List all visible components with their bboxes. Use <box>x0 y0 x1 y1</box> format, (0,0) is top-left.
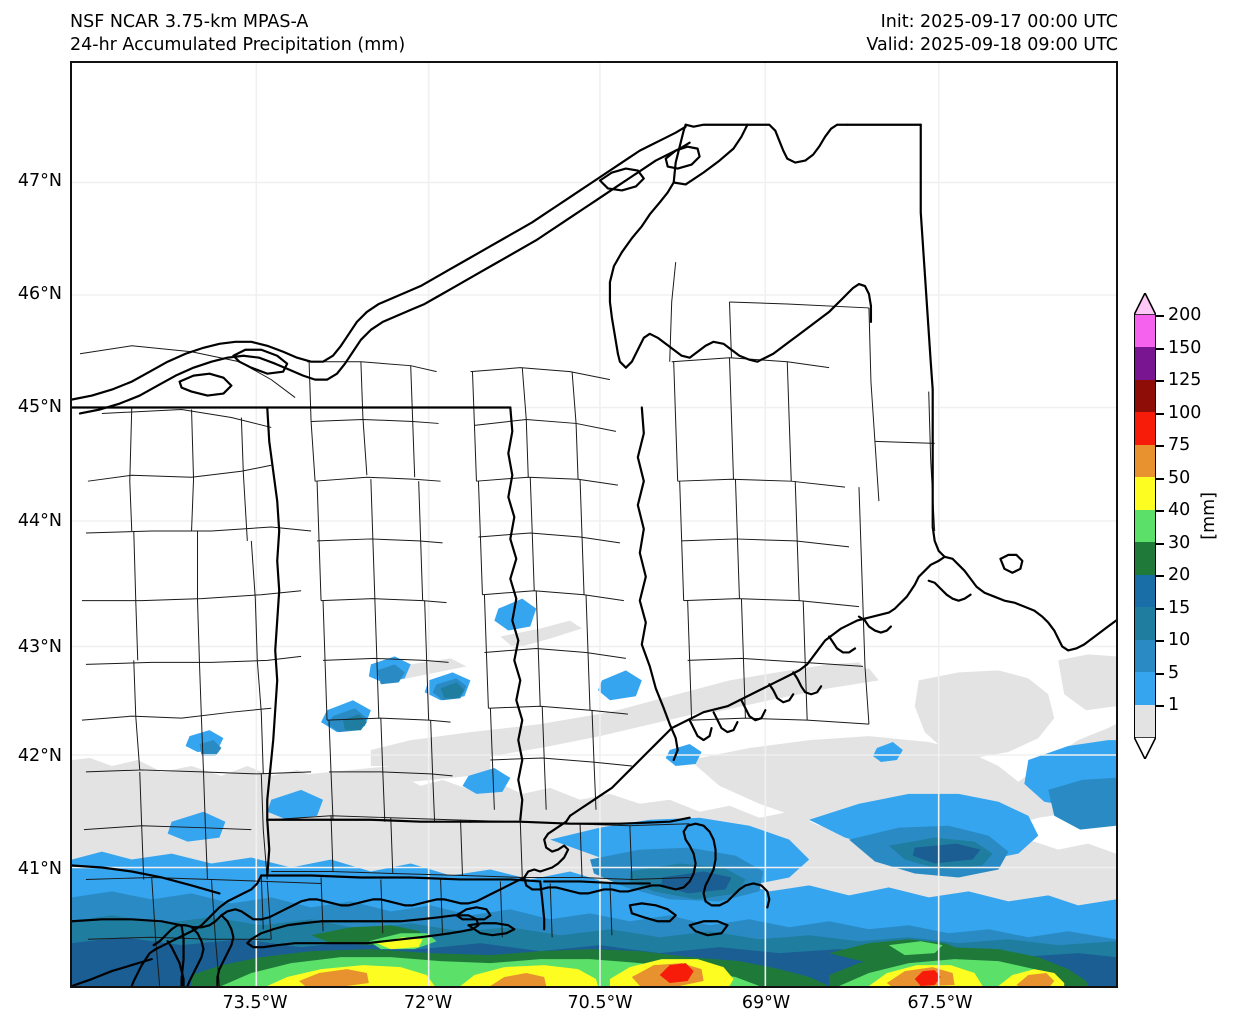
colorbar-band-30-40 <box>1135 509 1155 543</box>
xtick-73-5w: 73.5°W <box>222 993 288 1013</box>
colorbar-tick-10 <box>1156 640 1164 642</box>
colorbar-band-10-15 <box>1135 607 1155 640</box>
colorbar-under-arrow <box>1134 737 1156 759</box>
colorbar-band-50-75 <box>1135 444 1155 478</box>
colorbar-gradient <box>1134 315 1156 738</box>
precipitation-contour-field <box>72 598 1116 986</box>
xtick-72w: 72°W <box>403 993 453 1013</box>
colorbar-tick-20 <box>1156 575 1164 577</box>
ytick-41n: 41°N <box>17 859 62 879</box>
xtick-69w: 69°W <box>741 993 791 1013</box>
colorbar-band-5-10 <box>1135 639 1155 673</box>
colorbar-label-10: 10 <box>1168 630 1191 650</box>
colorbar-tick-100 <box>1156 412 1164 415</box>
colorbar-label-15: 15 <box>1168 597 1191 618</box>
colorbar-tick-30 <box>1156 542 1164 545</box>
colorbar-tick-150 <box>1156 347 1164 350</box>
colorbar-label-75: 75 <box>1168 435 1191 455</box>
colorbar-label-5: 5 <box>1168 662 1180 683</box>
colorbar-band-15-20 <box>1135 574 1155 608</box>
colorbar-tick-1 <box>1156 705 1164 707</box>
ytick-45n: 45°N <box>17 397 62 417</box>
colorbar-label-40: 40 <box>1168 500 1191 520</box>
colorbar-tick-200 <box>1156 315 1164 317</box>
ytick-42n: 42°N <box>17 746 62 766</box>
colorbar-label-150: 150 <box>1168 337 1202 358</box>
colorbar-tick-5 <box>1156 672 1164 675</box>
colorbar-band-1-5 <box>1135 672 1155 705</box>
model-title: NSF NCAR 3.75-km MPAS-A 24-hr Accumulate… <box>70 11 405 57</box>
colorbar[interactable]: 200 150 125 100 75 50 40 30 20 15 10 5 1 <box>1134 293 1201 759</box>
valid-time-block: Init: 2025-09-17 00:00 UTC Valid: 2025-0… <box>866 11 1118 57</box>
colorbar-label-1: 1 <box>1168 695 1180 715</box>
colorbar-tick-125 <box>1156 380 1164 382</box>
xtick-70-5w: 70.5°W <box>567 993 633 1013</box>
colorbar-label-50: 50 <box>1168 467 1191 488</box>
ytick-43n: 43°N <box>17 637 62 657</box>
colorbar-label-200: 200 <box>1168 305 1202 325</box>
ytick-46n: 46°N <box>17 284 62 304</box>
colorbar-tick-15 <box>1156 607 1164 610</box>
map-plot-area[interactable] <box>70 61 1118 988</box>
state-and-country-borders <box>72 123 1116 986</box>
colorbar-label-30: 30 <box>1168 532 1191 553</box>
map-canvas <box>72 63 1116 986</box>
colorbar-band-below-1 <box>1135 704 1155 738</box>
colorbar-label-20: 20 <box>1168 565 1191 585</box>
colorbar-band-125-150 <box>1135 347 1155 380</box>
colorbar-label-100: 100 <box>1168 402 1202 423</box>
lat-lon-gridlines <box>72 63 1116 986</box>
valid-time-label: Valid: 2025-09-18 09:00 UTC <box>866 35 1118 55</box>
colorbar-band-100-125 <box>1135 379 1155 413</box>
colorbar-tick-40 <box>1156 510 1164 512</box>
colorbar-over-arrow <box>1134 293 1156 315</box>
ytick-44n: 44°N <box>17 511 62 531</box>
init-time-label: Init: 2025-09-17 00:00 UTC <box>880 12 1118 32</box>
colorbar-label-125: 125 <box>1168 370 1202 390</box>
colorbar-tick-50 <box>1156 477 1164 480</box>
field-description-line: 24-hr Accumulated Precipitation (mm) <box>70 35 406 55</box>
ytick-47n: 47°N <box>17 171 62 191</box>
colorbar-band-150-200 <box>1135 315 1155 348</box>
colorbar-band-40-50 <box>1135 477 1155 510</box>
colorbar-band-20-30 <box>1135 542 1155 575</box>
colorbar-units-label: [mm] <box>1199 492 1219 540</box>
model-name-line: NSF NCAR 3.75-km MPAS-A <box>70 12 309 32</box>
xtick-67-5w: 67.5°W <box>907 993 973 1013</box>
colorbar-band-75-100 <box>1135 412 1155 445</box>
colorbar-tick-75 <box>1156 445 1164 447</box>
